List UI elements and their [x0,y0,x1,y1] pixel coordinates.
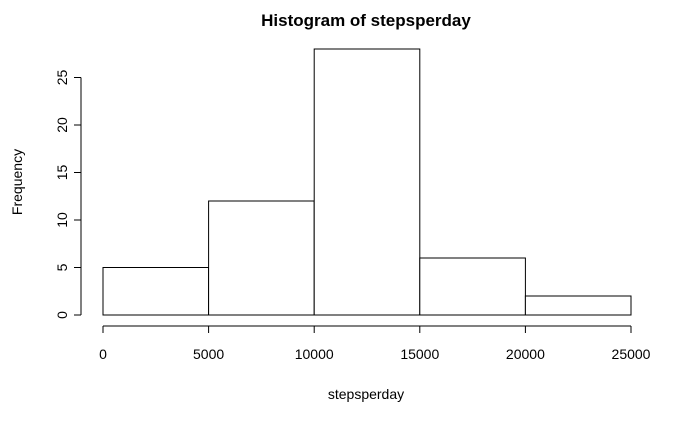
y-tick-label-0: 0 [54,311,70,319]
histogram-bar-2 [313,48,421,316]
y-tick-label-4: 20 [54,117,70,133]
y-axis: 0 5 10 15 20 25 [54,70,82,319]
x-tick-label-0: 0 [99,346,107,362]
y-axis-label: Frequency [9,149,25,215]
y-tick-label-2: 10 [54,212,70,228]
y-tick-label-5: 25 [54,70,70,86]
histogram-bars [102,48,632,316]
chart-title: Histogram of stepsperday [261,11,471,30]
histogram-bar-3 [419,257,526,316]
x-tick-label-3: 15000 [400,346,439,362]
x-axis-label: stepsperday [328,386,404,402]
x-axis: 0 5000 10000 15000 20000 25000 [99,325,651,362]
histogram-bar-4 [524,295,632,316]
x-tick-label-5: 25000 [612,346,651,362]
x-tick-label-4: 20000 [506,346,545,362]
y-tick-label-1: 5 [54,263,70,271]
x-tick-label-2: 10000 [295,346,334,362]
x-tick-label-1: 5000 [193,346,224,362]
histogram-bar-0 [102,267,210,316]
y-tick-label-3: 15 [54,165,70,181]
histogram-bar-1 [208,200,315,316]
